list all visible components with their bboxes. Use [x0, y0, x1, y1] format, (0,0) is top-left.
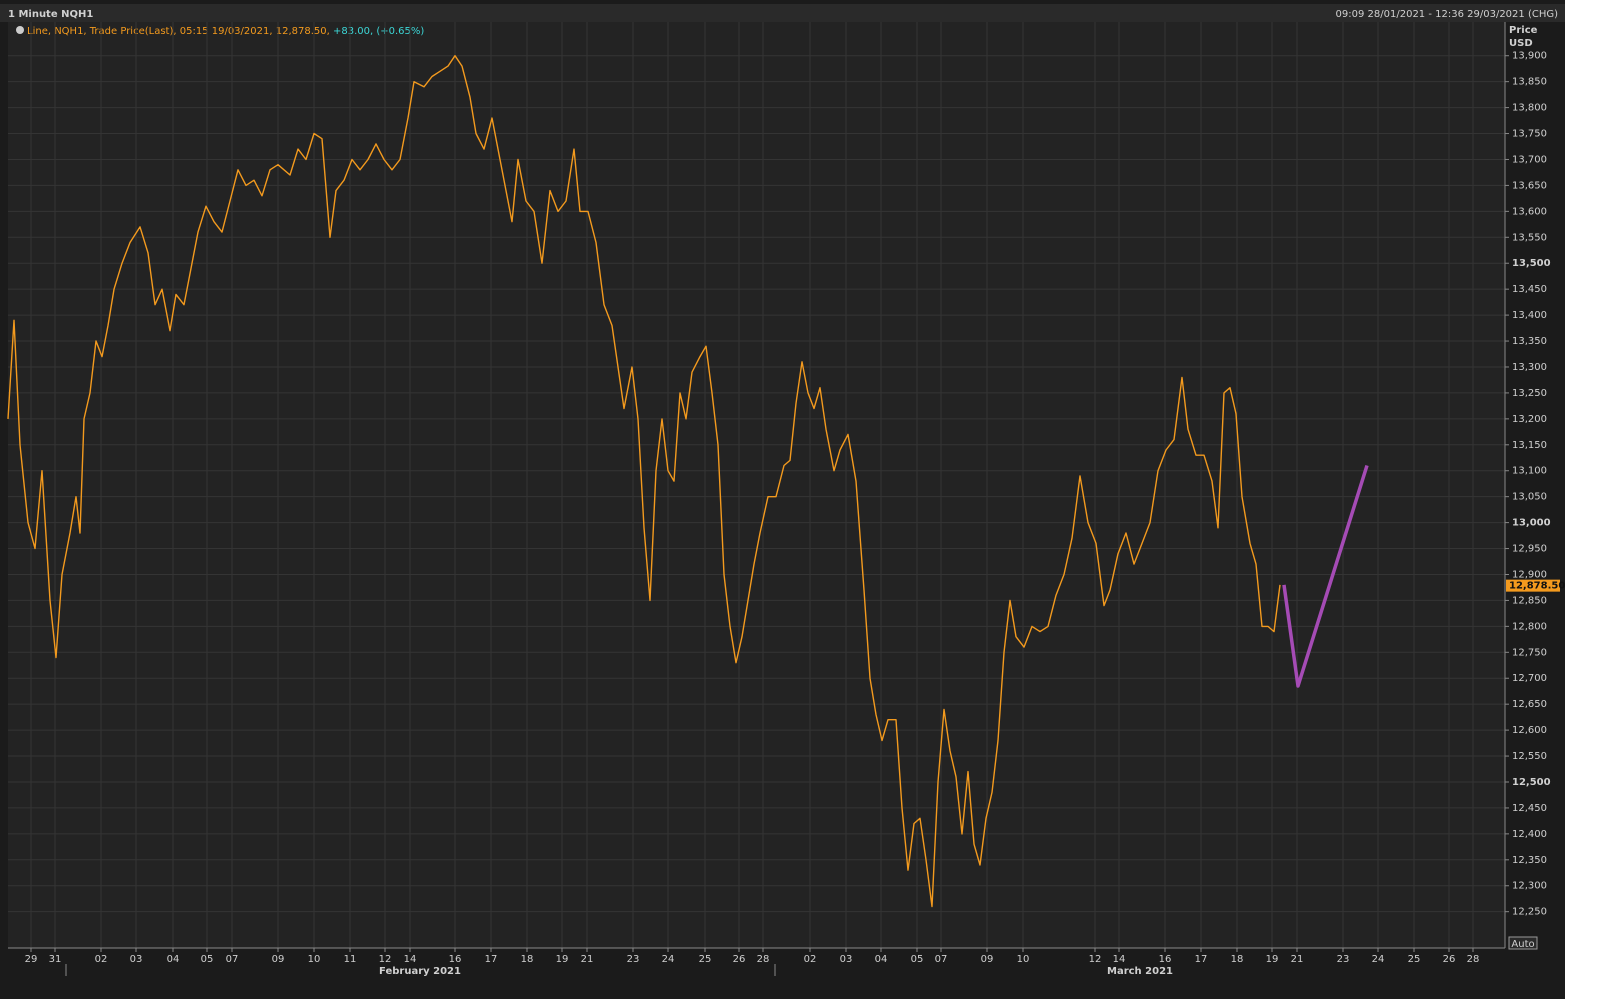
x-tick-label: 17 [485, 954, 498, 965]
y-tick-label: 13,100 [1512, 466, 1547, 477]
y-tick-label: 12,400 [1512, 829, 1547, 840]
auto-button[interactable] [1508, 936, 1538, 950]
x-tick-label: 10 [1017, 954, 1030, 965]
x-tick-label: 07 [935, 954, 948, 965]
legend-icon[interactable] [16, 26, 24, 34]
x-tick-label: 18 [1231, 954, 1244, 965]
x-tick-label: 17 [1195, 954, 1208, 965]
y-tick-label: 13,600 [1512, 206, 1547, 217]
y-tick-label: 12,850 [1512, 595, 1547, 606]
x-tick-label: 03 [130, 954, 143, 965]
y-tick-label: 13,650 [1512, 180, 1547, 191]
x-tick-label: 19 [1266, 954, 1279, 965]
series-line [7, 55, 1281, 908]
y-tick-label: 13,550 [1512, 232, 1547, 243]
x-tick-label: 26 [733, 954, 746, 965]
x-tick-label: 04 [167, 954, 180, 965]
plot-area [8, 22, 1505, 948]
chart-title: 1 Minute NQH1 [8, 9, 93, 20]
x-tick-label: 19 [556, 954, 569, 965]
y-tick-label: 12,800 [1512, 621, 1547, 632]
month-label: February 2021 [379, 966, 461, 977]
series-line [1282, 464, 1369, 688]
x-tick-label: 23 [1337, 954, 1350, 965]
x-tick-label: 05 [911, 954, 924, 965]
y-tick-label: 13,000 [1512, 518, 1551, 529]
y-tick-label: 13,800 [1512, 103, 1547, 114]
change-text: +83.00, (+0.65%) [333, 26, 424, 37]
y-tick-label: 13,200 [1512, 414, 1547, 425]
y-tick-label: 12,750 [1512, 647, 1547, 658]
y-tick-label: 13,050 [1512, 492, 1547, 503]
y-tick-label: 12,300 [1512, 881, 1547, 892]
y-tick-label: 13,500 [1512, 258, 1551, 269]
y-tick-label: 12,950 [1512, 544, 1547, 555]
y-tick-label: 12,450 [1512, 803, 1547, 814]
month-label: March 2021 [1107, 966, 1173, 977]
x-tick-label: 07 [226, 954, 239, 965]
x-tick-label: 02 [95, 954, 108, 965]
x-tick-label: 11 [344, 954, 357, 965]
x-tick-label: 23 [627, 954, 640, 965]
x-tick-label: 16 [1159, 954, 1172, 965]
y-tick-label: 13,450 [1512, 284, 1547, 295]
last-price-label: 12,878.50 [1509, 581, 1565, 592]
x-tick-label: 25 [699, 954, 712, 965]
x-tick-label: 05 [201, 954, 214, 965]
y-tick-label: 13,750 [1512, 129, 1547, 140]
x-tick-label: 29 [25, 954, 38, 965]
x-tick-label: 09 [981, 954, 994, 965]
x-tick-label: 03 [840, 954, 853, 965]
y-tick-label: 12,250 [1512, 907, 1547, 918]
x-tick-label: 04 [875, 954, 888, 965]
auto-label[interactable]: Auto [1511, 939, 1534, 950]
x-tick-label: 09 [272, 954, 285, 965]
y-tick-label: 13,150 [1512, 440, 1547, 451]
x-tick-label: 25 [1408, 954, 1421, 965]
x-tick-label: 24 [1372, 954, 1385, 965]
y-tick-label: 12,650 [1512, 699, 1547, 710]
x-tick-label: 31 [49, 954, 62, 965]
y-tick-label: 13,400 [1512, 310, 1547, 321]
x-tick-label: 12 [1089, 954, 1102, 965]
y-tick-label: 13,300 [1512, 362, 1547, 373]
header-bar [0, 4, 1565, 22]
y-tick-label: 13,250 [1512, 388, 1547, 399]
x-tick-label: 28 [757, 954, 770, 965]
x-tick-label: 18 [521, 954, 534, 965]
x-tick-label: 02 [804, 954, 817, 965]
x-tick-label: 14 [404, 954, 417, 965]
legend-text: Line, NQH1, Trade Price(Last), 05:15 19/… [27, 26, 330, 37]
x-tick-label: 21 [581, 954, 594, 965]
y-axis-label: Price [1509, 25, 1538, 36]
x-tick-label: 28 [1467, 954, 1480, 965]
y-tick-label: 13,700 [1512, 154, 1547, 165]
x-tick-label: 12 [379, 954, 392, 965]
legend: Line, NQH1, Trade Price(Last), 05:15 19/… [27, 26, 424, 37]
y-tick-label: 12,500 [1512, 777, 1551, 788]
x-tick-label: 10 [308, 954, 321, 965]
y-tick-label: 12,900 [1512, 569, 1547, 580]
x-tick-label: 26 [1443, 954, 1456, 965]
x-tick-label: 24 [662, 954, 675, 965]
x-tick-label: 14 [1113, 954, 1126, 965]
y-axis-unit: USD [1509, 38, 1533, 49]
last-price-box [1506, 579, 1560, 592]
x-tick-label: 21 [1291, 954, 1304, 965]
y-tick-label: 12,700 [1512, 673, 1547, 684]
x-tick-label: 16 [449, 954, 462, 965]
y-tick-label: 13,900 [1512, 51, 1547, 62]
y-tick-label: 13,350 [1512, 336, 1547, 347]
y-tick-label: 12,350 [1512, 855, 1547, 866]
range-text: 09:09 28/01/2021 - 12:36 29/03/2021 (CHG… [1336, 9, 1559, 20]
y-tick-label: 13,850 [1512, 77, 1547, 88]
y-tick-label: 12,600 [1512, 725, 1547, 736]
y-tick-label: 12,550 [1512, 751, 1547, 762]
